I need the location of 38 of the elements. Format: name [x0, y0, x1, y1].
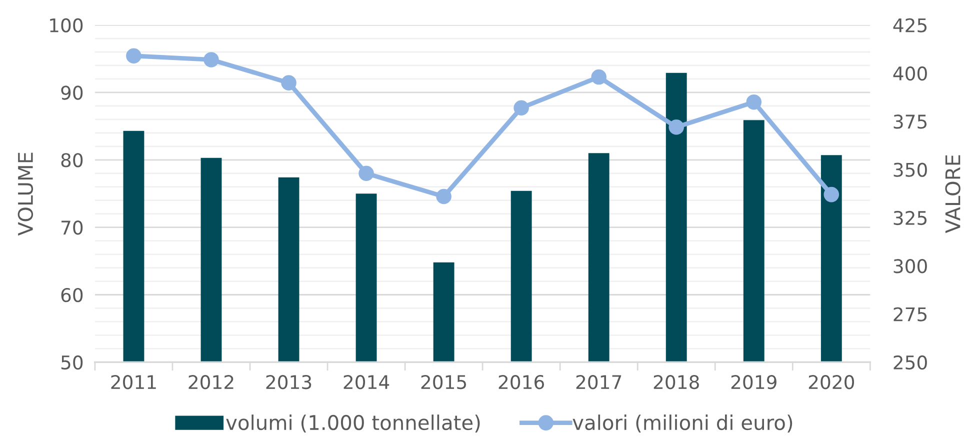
point — [591, 69, 606, 85]
point — [436, 188, 452, 204]
y-tick-label: 100 — [50, 18, 83, 32]
point — [746, 94, 762, 110]
point — [204, 52, 219, 68]
legend-label: volumi (1.000 tonnellate) — [226, 414, 480, 433]
x-tick-label: 2018 — [654, 375, 699, 390]
y-axis-title: VOLUME — [18, 152, 34, 236]
y-tick-label: 60 — [61, 288, 83, 302]
x-tick-label: 2016 — [498, 375, 544, 390]
y2-axis-title: VALORE — [945, 155, 960, 234]
x-tick-label: 2019 — [731, 375, 776, 390]
y2-tick-label: 375 — [894, 114, 927, 129]
point — [668, 119, 684, 135]
point — [824, 186, 840, 202]
y2-tick-label: 275 — [894, 307, 927, 322]
y2-tick-label: 300 — [894, 259, 927, 274]
y-tick-label: 70 — [62, 220, 83, 235]
y-tick-label: 50 — [61, 355, 83, 370]
x-tick-label: 2012 — [188, 375, 234, 390]
y-tick-label: 80 — [61, 153, 83, 168]
legend-label: valori (milioni di euro) — [572, 414, 792, 433]
x-tick-label: 2014 — [344, 375, 390, 390]
y-tick-label: 90 — [61, 86, 83, 100]
y2-tick-label: 425 — [893, 18, 927, 32]
point — [126, 48, 142, 64]
point — [281, 75, 296, 90]
y2-tick-label: 250 — [894, 355, 927, 370]
point — [358, 166, 374, 182]
y2-tick-label: 325 — [894, 210, 927, 226]
point — [514, 100, 529, 116]
x-tick-label: 2015 — [421, 375, 466, 390]
x-tick-label: 2013 — [266, 375, 312, 390]
y2-tick-label: 400 — [893, 66, 927, 81]
y2-tick-label: 350 — [894, 162, 927, 177]
x-tick-label: 2017 — [576, 375, 622, 390]
x-tick-label: 2020 — [808, 375, 854, 390]
x-tick-label: 2011 — [111, 375, 156, 390]
